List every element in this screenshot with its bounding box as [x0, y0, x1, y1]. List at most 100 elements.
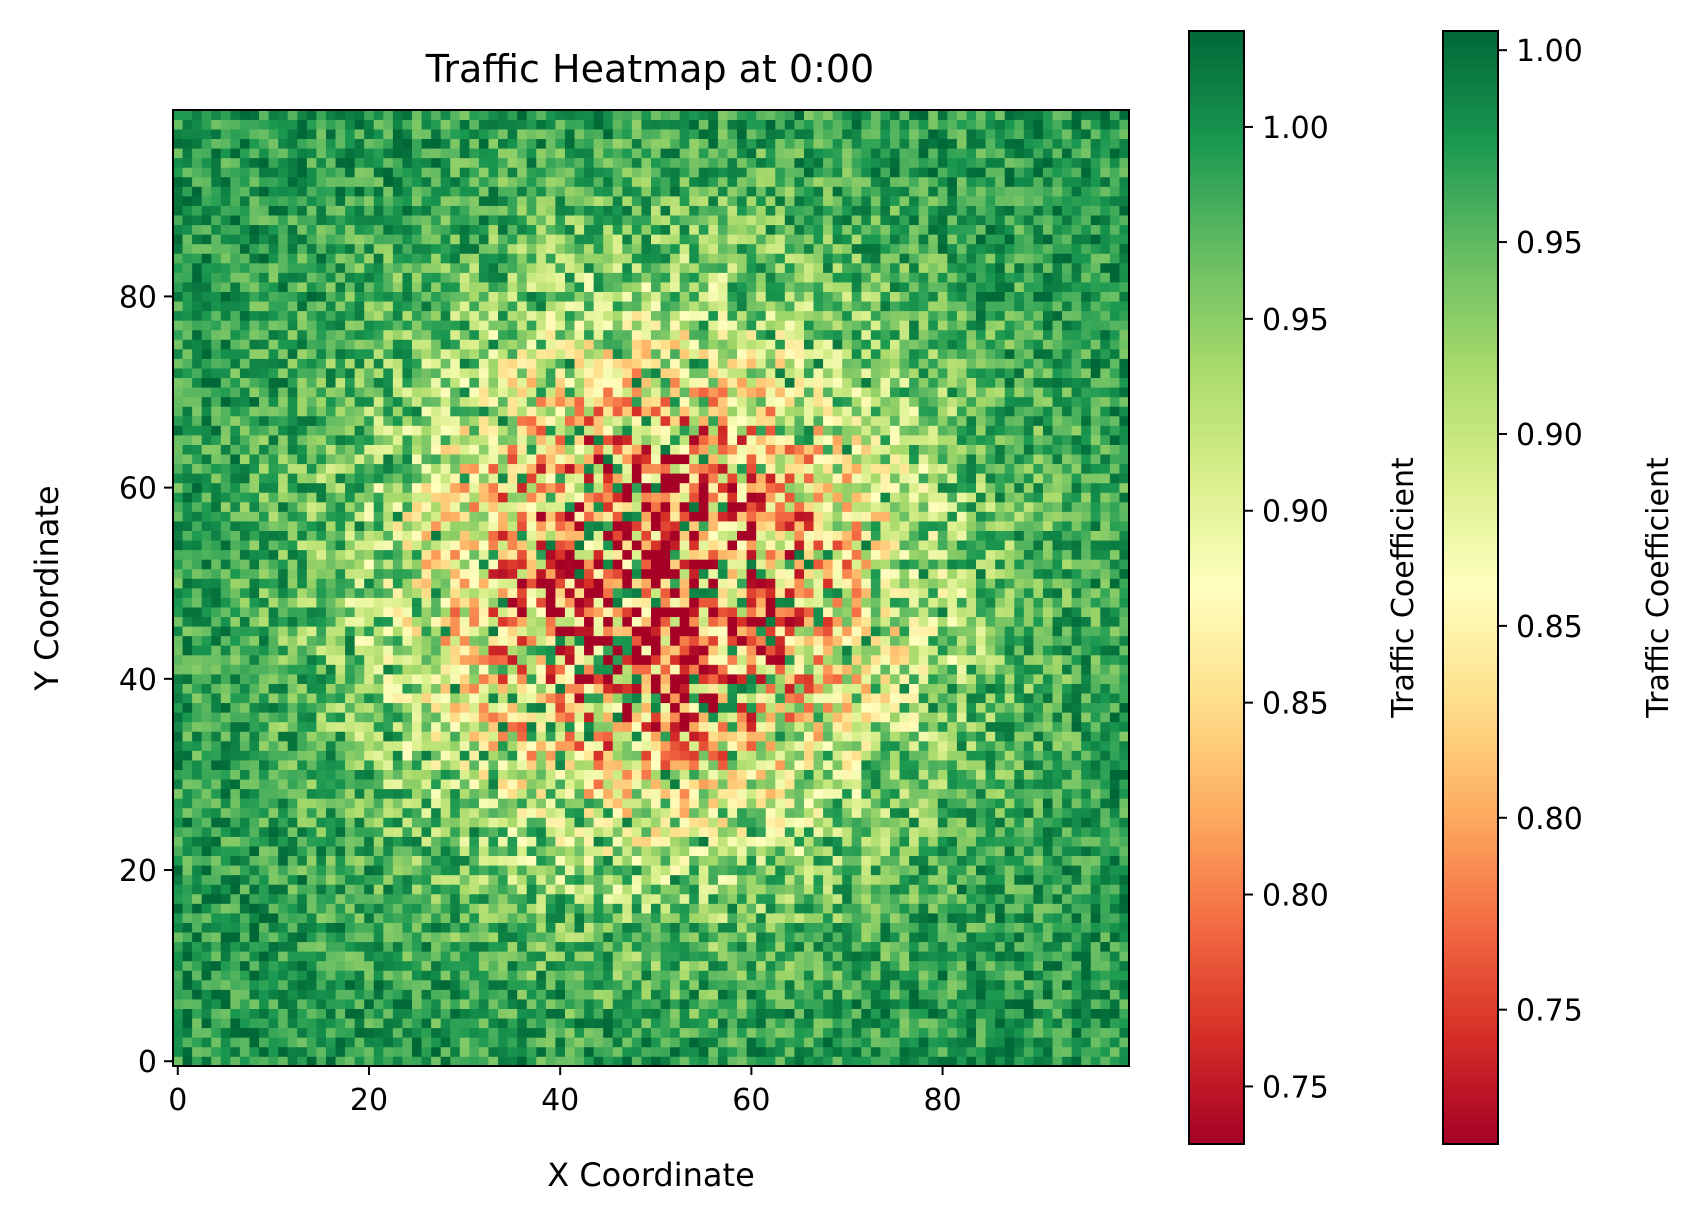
heat-cell [947, 702, 958, 713]
heat-cell [555, 788, 566, 799]
heat-cell [392, 588, 403, 598]
heat-cell [402, 874, 413, 885]
heat-cell [1052, 674, 1063, 684]
heat-cell [689, 721, 700, 732]
heat-cell [803, 760, 814, 770]
heat-cell [1062, 827, 1072, 837]
heat-cell [335, 626, 346, 637]
heat-cell [412, 865, 422, 876]
heat-cell [985, 855, 996, 866]
heat-cell [173, 626, 183, 637]
heat-cell [249, 1027, 260, 1038]
heat-cell [440, 989, 451, 1000]
heat-cell [1004, 874, 1015, 885]
heat-cell [259, 731, 269, 742]
heat-cell [1033, 635, 1044, 646]
heat-cell [880, 1027, 891, 1038]
heat-cell [909, 1046, 920, 1057]
heat-cell [459, 654, 470, 665]
heat-cell [1042, 1037, 1053, 1048]
heat-cell [813, 769, 824, 780]
heat-cell [507, 951, 518, 962]
heat-cell [909, 654, 920, 665]
heat-cell [689, 626, 700, 637]
heat-cell [526, 932, 537, 943]
heat-cell [985, 989, 996, 1000]
heat-cell [813, 1008, 824, 1019]
heat-cell [995, 893, 1006, 904]
heat-cell [679, 846, 690, 857]
heat-cell [287, 779, 298, 790]
heat-cell [698, 588, 709, 598]
heat-cell [412, 635, 422, 646]
heat-cell [861, 922, 872, 933]
heat-cell [450, 903, 461, 914]
heat-cell [249, 1008, 260, 1019]
heat-cell [956, 731, 967, 742]
heat-cell [536, 846, 547, 857]
heat-cell [469, 731, 480, 742]
heat-cell [1109, 779, 1120, 790]
heat-cell [536, 654, 547, 665]
heat-cell [364, 760, 375, 770]
heat-cell [803, 740, 814, 751]
heat-cell [689, 616, 700, 627]
heat-cell [316, 712, 327, 723]
heat-cell [507, 588, 518, 598]
heat-cell [651, 626, 661, 637]
heat-cell [392, 607, 403, 618]
heat-cell [966, 951, 977, 962]
heat-cell [947, 941, 958, 952]
heat-cell [803, 779, 814, 790]
heat-cell [201, 855, 212, 866]
heat-cell [1052, 979, 1063, 990]
heat-cell [842, 645, 853, 656]
heat-cell [966, 769, 977, 780]
heat-cell [765, 683, 776, 694]
heat-cell [478, 960, 489, 971]
heat-cell [249, 597, 260, 608]
heat-cell [966, 607, 977, 618]
heat-cell [956, 654, 967, 665]
heat-cell [383, 884, 394, 895]
heat-cell [574, 626, 585, 637]
heat-cell [201, 1046, 212, 1057]
heat-cell [306, 865, 317, 876]
heat-cell [478, 1018, 489, 1029]
heat-cell [364, 798, 375, 809]
heat-cell [297, 1046, 308, 1057]
heat-cell [727, 913, 738, 923]
heat-cell [431, 1008, 442, 1019]
heat-cell [364, 1008, 375, 1019]
heat-cell [651, 1046, 661, 1057]
heat-cell [937, 788, 948, 799]
heat-cell [708, 683, 719, 694]
heat-cell [392, 941, 403, 952]
heat-cell [259, 740, 269, 751]
heat-cell [1042, 932, 1053, 943]
heat-cell [593, 664, 604, 675]
heat-cell [870, 913, 881, 923]
heat-cell [249, 1037, 260, 1048]
heat-cell [956, 798, 967, 809]
heat-cell [297, 1037, 308, 1048]
heat-cell [564, 817, 575, 828]
heat-cell [937, 903, 948, 914]
heat-cell [325, 1056, 336, 1067]
heat-cell [412, 827, 422, 837]
heat-cell [297, 779, 308, 790]
heat-cell [517, 731, 528, 742]
heat-cell [249, 979, 260, 990]
heat-cell [459, 903, 470, 914]
heat-cell [306, 893, 317, 904]
heat-cell [689, 779, 700, 790]
heat-cell [918, 626, 929, 637]
heat-cell [239, 932, 250, 943]
heat-cell [641, 635, 652, 646]
heat-cell [1004, 721, 1015, 732]
heat-cell [909, 597, 920, 608]
heat-cell [287, 1027, 298, 1038]
heat-cell [1062, 932, 1072, 943]
heat-cell [890, 884, 900, 895]
heat-cell [507, 1056, 518, 1067]
